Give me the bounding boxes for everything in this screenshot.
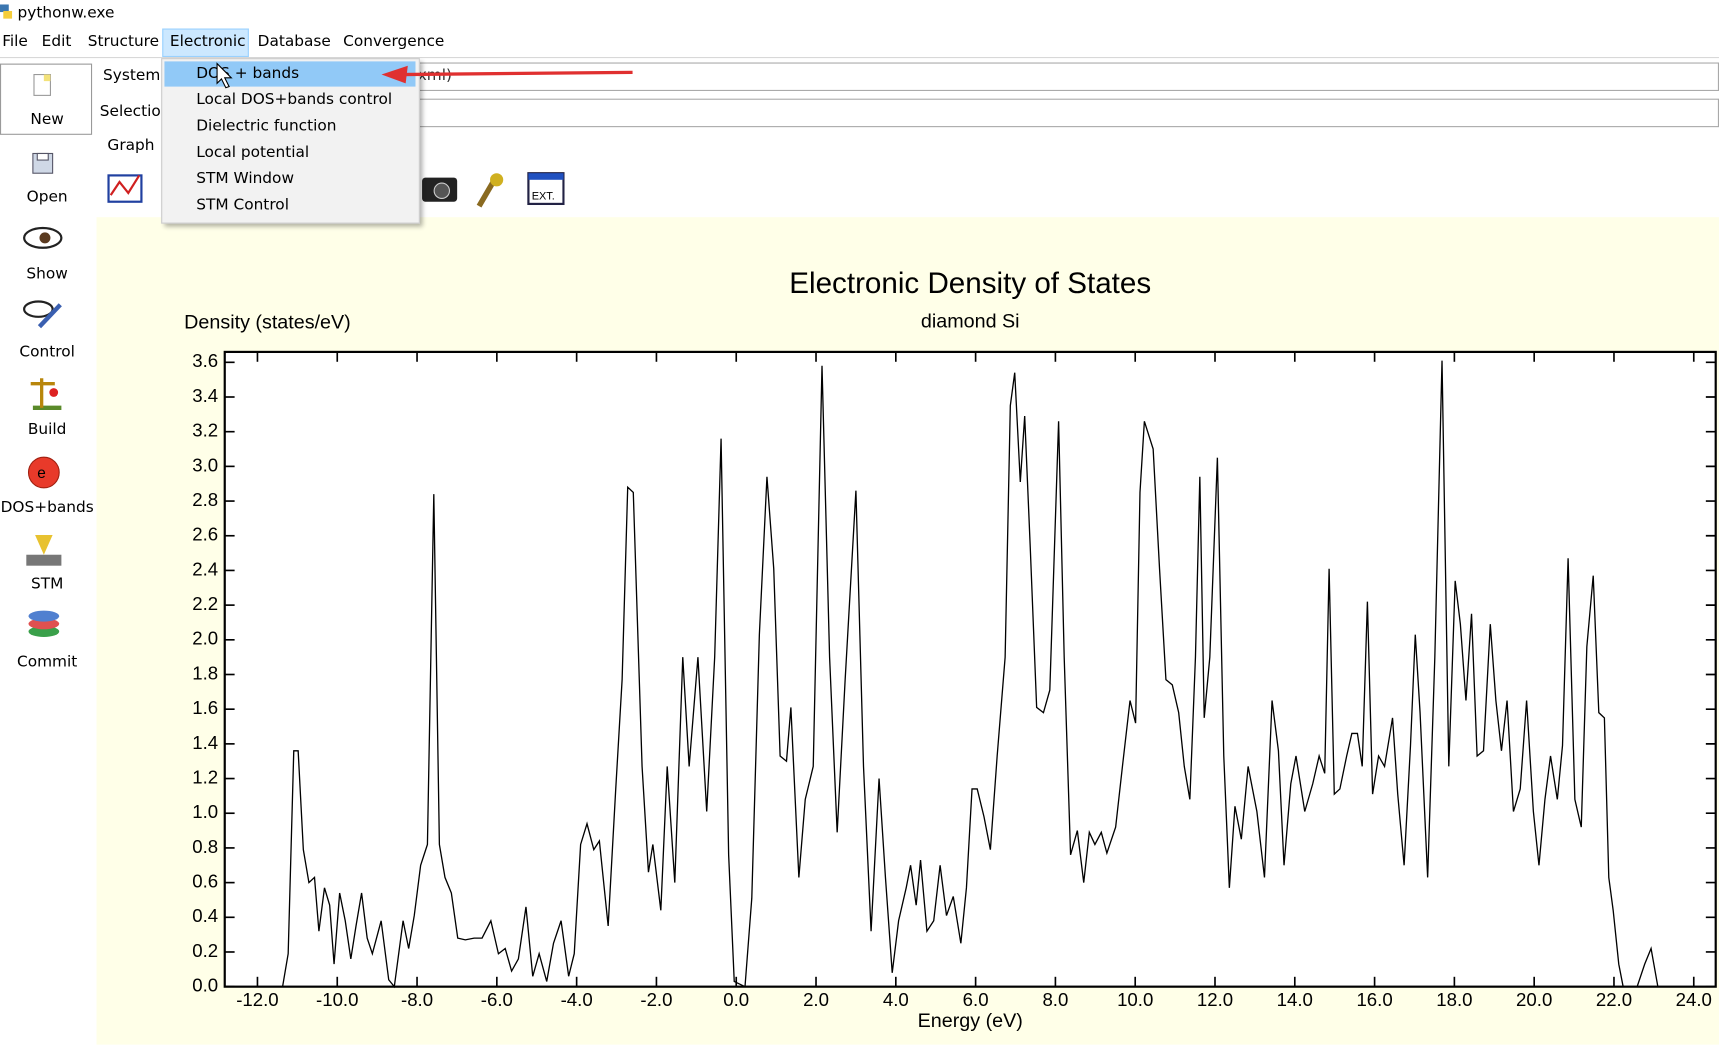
y-tick-label: 0.6 (192, 871, 218, 892)
y-tick-label: 2.6 (192, 524, 218, 545)
y-tick-label: 2.4 (192, 558, 218, 579)
x-tick-label: 10.0 (1117, 989, 1153, 1010)
menu-item[interactable]: Edit (41, 32, 72, 51)
y-tick-label: 1.4 (192, 732, 218, 753)
x-tick-label: -8.0 (401, 989, 433, 1010)
x-axis-title: Energy (eV) (918, 1010, 1023, 1032)
plot-area (224, 351, 1716, 987)
menu-highlight (162, 28, 249, 58)
x-tick-label: 2.0 (803, 989, 829, 1010)
menu-divider (0, 57, 1719, 59)
annotation-arrow (216, 62, 633, 89)
y-tick-label: 2.2 (192, 593, 218, 614)
y-tick-label: 0.2 (192, 940, 218, 961)
y-tick-label: 1.8 (192, 662, 218, 683)
y-tick-label: 0.0 (192, 975, 218, 996)
sidebar-button[interactable]: Open (26, 188, 68, 207)
x-tick-label: 24.0 (1676, 989, 1712, 1010)
selection-field[interactable] (164, 98, 1719, 128)
y-tick-label: 3.4 (192, 385, 218, 406)
y-tick-label: 2.8 (192, 489, 218, 510)
x-tick-label: 14.0 (1277, 989, 1313, 1010)
sidebar-icons: e (23, 74, 63, 637)
dropdown-highlight (164, 61, 416, 87)
x-tick-label: -12.0 (236, 989, 278, 1010)
x-tick-label: 16.0 (1356, 989, 1392, 1010)
app-icon (0, 4, 13, 19)
x-tick-label: 8.0 (1042, 989, 1068, 1010)
y-tick-label: 3.0 (192, 454, 218, 475)
chart-title: Electronic Density of States (789, 267, 1151, 300)
sidebar-button[interactable]: Show (26, 265, 68, 283)
y-tick-label: 1.2 (192, 766, 218, 787)
toolbar: EXT. (107, 172, 565, 208)
menu-item[interactable]: Database (257, 32, 331, 51)
system-label: System: (103, 66, 166, 85)
dropdown-item[interactable]: STM Window (196, 169, 294, 188)
dropdown-item[interactable]: Local DOS+bands control (196, 90, 393, 109)
window-title: pythonw.exe (17, 4, 115, 22)
x-tick-label: 0.0 (723, 989, 749, 1010)
dos-line (281, 360, 1659, 989)
sidebar-button[interactable]: Build (27, 420, 67, 439)
plot-frame (223, 350, 1717, 988)
x-tick-label: -6.0 (481, 989, 513, 1010)
x-tick-label: 12.0 (1197, 989, 1233, 1010)
y-tick-label: 0.8 (192, 836, 218, 857)
y-tick-label: 2.0 (192, 628, 218, 649)
x-tick-label: 22.0 (1596, 989, 1632, 1010)
menu-item[interactable]: Convergence (343, 32, 445, 51)
x-tick-label: -4.0 (561, 989, 593, 1010)
y-tick-label: 3.6 (192, 350, 218, 371)
dropdown-item[interactable]: Dielectric function (196, 117, 337, 135)
y-axis-title: Density (states/eV) (184, 312, 351, 334)
x-tick-label: 20.0 (1516, 989, 1552, 1010)
sidebar-button[interactable]: DOS+bands (0, 498, 94, 517)
svg-text:e: e (37, 465, 46, 482)
y-tick-label: 0.4 (192, 905, 218, 926)
menu-item[interactable]: Electronic (169, 32, 246, 51)
svg-text:EXT.: EXT. (532, 191, 555, 203)
dropdown-item[interactable]: Local potential (196, 143, 310, 162)
sidebar-button[interactable]: Commit (16, 653, 78, 671)
x-tick-label: -10.0 (316, 989, 358, 1010)
x-tick-label: 6.0 (963, 989, 989, 1010)
x-tick-label: -2.0 (640, 989, 672, 1010)
x-tick-label: 4.0 (883, 989, 909, 1010)
menu-item[interactable]: File (2, 32, 28, 51)
chart-subtitle: diamond Si (921, 311, 1020, 333)
sidebar-button[interactable]: Control (19, 343, 75, 361)
dropdown-item[interactable]: STM Control (196, 196, 289, 214)
sidebar-button[interactable]: New (30, 110, 64, 129)
system-field[interactable] (164, 62, 1719, 91)
menu-item[interactable]: Structure (87, 32, 160, 51)
x-tick-label: 18.0 (1436, 989, 1472, 1010)
selection-label: Selection (99, 103, 162, 121)
y-tick-label: 1.6 (192, 697, 218, 718)
sidebar-button[interactable]: STM (30, 575, 64, 594)
new-button-frame (0, 63, 93, 135)
y-tick-label: 1.0 (192, 801, 218, 822)
graph-tab[interactable]: Graph (107, 137, 155, 155)
y-tick-label: 3.2 (192, 420, 218, 441)
chart: Electronic Density of States diamond Si … (96, 217, 1719, 1045)
